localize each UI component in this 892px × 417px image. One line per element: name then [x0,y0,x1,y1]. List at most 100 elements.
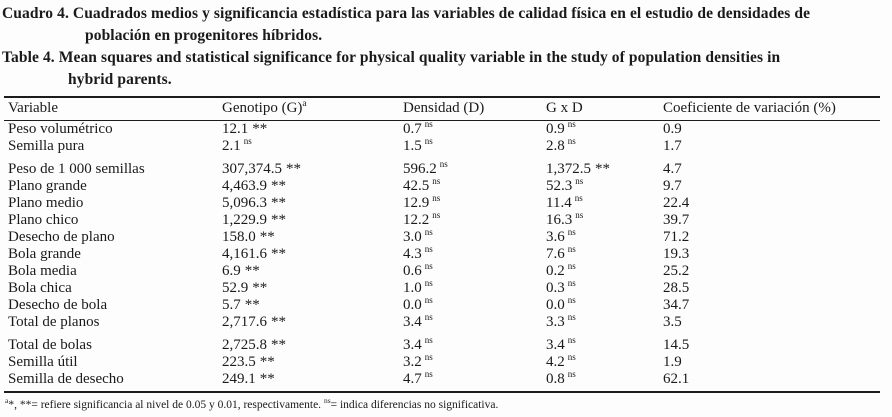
table-row: Peso volumétrico 12.1 ** 0.7 ns 0.9 ns 0.9 [4,119,880,139]
table-cell: 52.3 ns [546,176,584,195]
table-cell: 0.7 ns [403,119,433,138]
non-significant-marker: ns [567,244,576,254]
table-row: Bola chica 52.9 ** 1.0 ns 0.3 ns 28.5 [4,278,880,297]
table-cell: Bola grande [8,246,81,262]
non-significant-marker: ns [567,227,576,237]
caption-en-line1: Table 4. Mean squares and statistical si… [2,49,781,66]
table-cell: 249.1 ** [222,371,275,387]
non-significant-marker: ns [424,119,433,129]
non-significant-marker: ns [424,312,433,322]
table-cell: Total de planos [8,314,100,330]
table-cell: 0.9 ns [546,119,576,138]
footnote-text-1: *, **= refiere significancia al nivel de… [8,399,324,411]
footnote-marker-a: a [5,396,9,406]
table-cell: 307,374.5 ** [222,161,301,177]
table-cell: Bola media [8,263,77,279]
caption-es-line2: población en progenitores híbridos. [85,27,323,44]
genotipo-footnote-marker: a [302,99,307,109]
table-cell: 4,463.9 ** [222,178,286,194]
table-cell: 3.4 ns [546,335,576,354]
table-cell: 3.6 ns [546,227,576,246]
non-significant-marker: ns [424,136,433,146]
table-row: Peso de 1 000 semillas 307,374.5 ** 596.2 ns… [4,155,880,178]
table-cell: Plano chico [8,212,79,228]
table-cell: 3.4 ns [403,312,433,331]
table-cell: 1.7 [663,138,682,154]
table-cell: 3.4 ns [403,335,433,354]
table-row: Total de bolas 2,725.8 ** 3.4 ns 3.4 ns 14.5 [4,331,880,354]
table-row: Desecho de plano 158.0 ** 3.0 ns 3.6 ns 71.2 [4,227,880,246]
table-cell: 19.3 [663,246,690,262]
non-significant-marker: ns [439,159,448,169]
table-cell: 9.7 [663,178,682,194]
significance-marker: ** [259,229,275,245]
table-header-row: Variable Genotipo (G)a Densidad (D) G x … [4,97,880,121]
table-cell: 2.1 ns [222,136,252,155]
table-cell: Peso volumétrico [8,121,113,137]
table-cell: Bola chica [8,280,72,296]
col-header-cv: Coeficiente de variación (%) [659,97,880,121]
table-row: Desecho de bola 5.7 ** 0.0 ns 0.0 ns 34.7 [4,295,880,314]
table-row: Plano grande 4,463.9 ** 42.5 ns 52.3 ns 9.7 [4,176,880,195]
table-cell: 596.2 ns [403,159,448,178]
non-significant-marker: ns [424,244,433,254]
table-row: Semilla de desecho 249.1 ** 4.7 ns 0.8 ns 62.1 [4,369,880,392]
col-header-gxd: G x D [542,97,659,121]
table-cell: 0.2 ns [546,261,576,280]
table-cell: Total de bolas [8,337,92,353]
table-cell: 12.2 ns [403,210,441,229]
table-cell: Desecho de plano [8,229,115,245]
table-cell: 28.5 [663,280,690,296]
significance-marker: ** [244,263,260,279]
table-cell: 1.0 ns [403,278,433,297]
non-significant-marker: ns [432,193,441,203]
table-cell: 158.0 ** [222,229,275,245]
non-significant-marker: ns [424,335,433,345]
footnote-text-2: = indica diferencias no significativa. [330,399,499,411]
non-significant-marker: ns [567,136,576,146]
table-cell: 1.5 ns [403,136,433,155]
table-cell: 62.1 [663,371,690,387]
table-cell: 4.7 ns [403,369,433,388]
significance-marker: ** [252,121,268,137]
significance-marker: ** [244,297,260,313]
non-significant-marker: ns [567,369,576,379]
non-significant-marker: ns [424,352,433,362]
non-significant-marker: ns [567,352,576,362]
table-cell: 4.2 ns [546,352,576,371]
non-significant-marker: ns [432,210,441,220]
non-significant-marker: ns [574,193,583,203]
table-cell: Peso de 1 000 semillas [8,161,145,177]
significance-marker: ** [271,178,286,194]
table-cell: 42.5 ns [403,176,441,195]
significance-marker: ** [252,280,268,296]
table-cell: 71.2 [663,229,690,245]
non-significant-marker: ns [424,227,433,237]
non-significant-marker: ns [575,210,584,220]
table-cell: 0.0 ns [403,295,433,314]
footnote-marker-ns: ns [323,396,331,406]
significance-marker: ** [271,337,286,353]
non-significant-marker: ns [424,278,433,288]
table-cell: 2,725.8 ** [222,337,286,353]
table-cell: 5,096.3 ** [222,195,286,211]
table-cell: 12.1 ** [222,121,268,137]
table-cell: 4.3 ns [403,244,433,263]
table-cell: 4.7 [663,161,682,177]
table-cell: 5.7 ** [222,297,260,313]
non-significant-marker: ns [424,261,433,271]
significance-marker: ** [271,212,286,228]
col-header-genotipo: Genotipo (G)a [218,97,399,121]
table-cell: 4,161.6 ** [222,246,286,262]
non-significant-marker: ns [424,295,433,305]
table-cell: Desecho de bola [8,297,108,313]
non-significant-marker: ns [567,312,576,322]
table-cell: 2.8 ns [546,136,576,155]
table-cell: 3.3 ns [546,312,576,331]
table-cell: 34.7 [663,297,690,313]
table-cell: 2,717.6 ** [222,314,286,330]
table-cell: 39.7 [663,212,690,228]
significance-marker: ** [259,371,275,387]
table-row: Semilla útil 223.5 ** 3.2 ns 4.2 ns 1.9 [4,352,880,371]
